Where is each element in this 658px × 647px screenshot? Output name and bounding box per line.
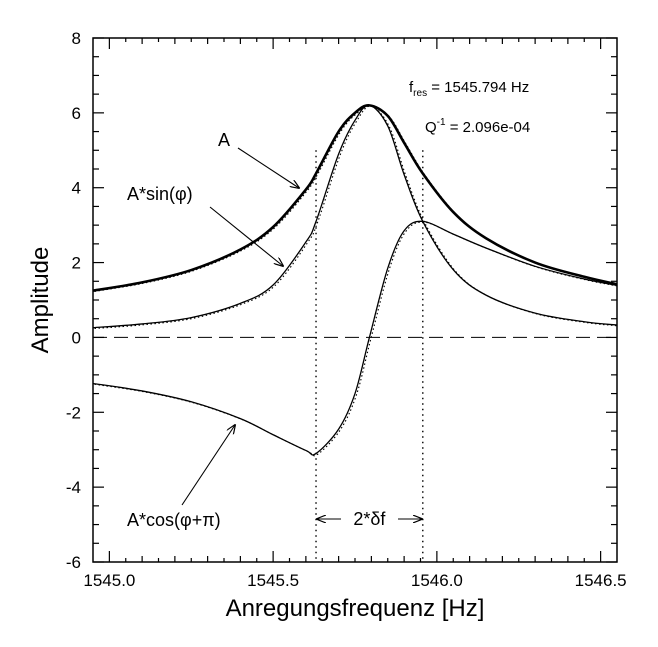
y-tick-label: -2 xyxy=(66,403,81,422)
plot-frame xyxy=(92,37,618,563)
q-annotation: Q-1 = 2.096e-04 xyxy=(425,117,530,136)
y-tick-label: 6 xyxy=(72,104,81,123)
x-tick-label: 1546.0 xyxy=(411,571,463,590)
series-cos-fit xyxy=(94,221,619,457)
label-delta: 2*δf xyxy=(353,509,386,529)
label-sin: A*sin(φ) xyxy=(127,184,193,204)
y-axis-title: Amplitude xyxy=(27,247,54,354)
annotations: fres = 1545.794 Hz Q-1 = 2.096e-04 A A*sin(… xyxy=(127,79,530,530)
series-cos xyxy=(92,220,618,456)
arrow-A xyxy=(237,147,299,188)
y-tick-label: -6 xyxy=(66,553,81,572)
label-cos: A*cos(φ+π) xyxy=(127,510,221,530)
arrow-sin xyxy=(209,206,283,266)
series-sin xyxy=(92,104,618,329)
series-sin-fit xyxy=(94,105,619,330)
y-tick-label: 4 xyxy=(72,179,81,198)
f-res-annotation: fres = 1545.794 Hz xyxy=(409,79,529,99)
reference-lines xyxy=(93,150,617,562)
arrow-cos xyxy=(181,425,235,506)
data-curves xyxy=(92,104,619,457)
y-tick-label: -4 xyxy=(66,478,81,497)
series-A xyxy=(92,104,618,292)
y-tick-label: 2 xyxy=(72,254,81,273)
y-tick-label: 8 xyxy=(72,29,81,48)
x-tick-label: 1545.0 xyxy=(83,571,135,590)
axis-ticks xyxy=(93,37,617,563)
x-tick-label: 1546.5 xyxy=(575,571,627,590)
x-axis-title: Anregungsfrequenz [Hz] xyxy=(226,595,485,622)
y-tick-label: 0 xyxy=(72,328,81,347)
label-A: A xyxy=(218,130,230,150)
x-tick-label: 1545.5 xyxy=(247,571,299,590)
